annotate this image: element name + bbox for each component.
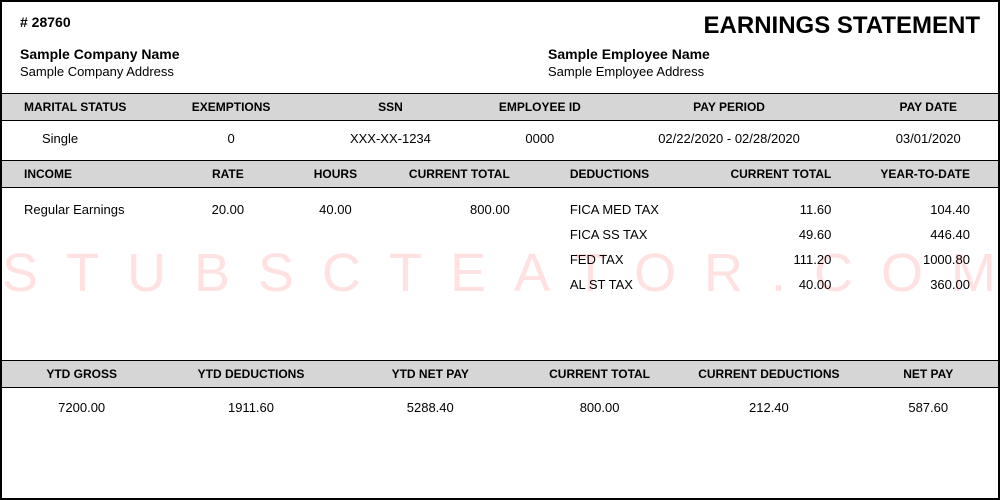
col-header-hours: HOURS [282,167,390,181]
body-header-row: INCOME RATE HOURS CURRENT TOTAL DEDUCTIO… [2,160,998,188]
col-header-exemptions: EXEMPTIONS [161,100,300,114]
income-line: Regular Earnings 20.00 40.00 800.00 [2,202,540,217]
deduction-line: FICA MED TAX 11.60 104.40 [540,202,998,217]
employee-block: Sample Employee Name Sample Employee Add… [548,46,980,79]
deduction-ytd: 104.40 [851,202,998,217]
col-header-ded-current: CURRENT TOTAL [705,167,852,181]
col-header-pay-date: PAY DATE [859,100,998,114]
value-current-deductions: 212.40 [679,400,858,415]
col-header-deductions: DEDUCTIONS [540,167,705,181]
deduction-current: 40.00 [705,277,852,292]
summary-header-row: YTD GROSS YTD DEDUCTIONS YTD NET PAY CUR… [2,360,998,388]
value-ytd-net: 5288.40 [341,400,520,415]
value-ytd-gross: 7200.00 [2,400,161,415]
company-address: Sample Company Address [20,64,548,79]
col-header-rate: RATE [174,167,282,181]
employee-address: Sample Employee Address [548,64,980,79]
value-employee-id: 0000 [480,131,600,146]
col-header-ytd-deductions: YTD DEDUCTIONS [161,367,340,381]
col-header-ytd: YEAR-TO-DATE [851,167,998,181]
company-block: Sample Company Name Sample Company Addre… [20,46,548,79]
deduction-current: 11.60 [705,202,852,217]
info-data-row: Single 0 XXX-XX-1234 0000 02/22/2020 - 0… [2,121,998,160]
deduction-ytd: 1000.80 [851,252,998,267]
value-marital: Single [2,131,161,146]
body-data-row: Regular Earnings 20.00 40.00 800.00 FICA… [2,188,998,360]
deduction-current: 111.20 [705,252,852,267]
col-header-current-total: CURRENT TOTAL [520,367,679,381]
col-header-pay-period: PAY PERIOD [600,100,859,114]
value-exemptions: 0 [161,131,300,146]
income-rate: 20.00 [174,202,282,217]
parties: Sample Company Name Sample Company Addre… [20,46,980,79]
header-block: # 28760 EARNINGS STATEMENT Sample Compan… [2,2,998,93]
deduction-label: FED TAX [540,252,705,267]
document-title: EARNINGS STATEMENT [704,12,980,40]
col-header-net-pay: NET PAY [859,367,998,381]
income-current: 800.00 [389,202,540,217]
col-header-employee-id: EMPLOYEE ID [480,100,600,114]
employee-name: Sample Employee Name [548,46,980,62]
value-ssn: XXX-XX-1234 [301,131,480,146]
income-label: Regular Earnings [2,202,174,217]
col-header-current-total: CURRENT TOTAL [389,167,540,181]
col-header-income: INCOME [2,167,174,181]
value-ytd-deductions: 1911.60 [161,400,340,415]
company-name: Sample Company Name [20,46,548,62]
col-header-ytd-net: YTD NET PAY [341,367,520,381]
content: # 28760 EARNINGS STATEMENT Sample Compan… [2,2,998,429]
deduction-line: AL ST TAX 40.00 360.00 [540,277,998,292]
deduction-label: AL ST TAX [540,277,705,292]
col-header-ssn: SSN [301,100,480,114]
income-list: Regular Earnings 20.00 40.00 800.00 [2,202,540,360]
value-current-total: 800.00 [520,400,679,415]
deductions-list: FICA MED TAX 11.60 104.40 FICA SS TAX 49… [540,202,998,360]
info-header-row: MARITAL STATUS EXEMPTIONS SSN EMPLOYEE I… [2,93,998,121]
deduction-label: FICA SS TAX [540,227,705,242]
deduction-line: FICA SS TAX 49.60 446.40 [540,227,998,242]
col-header-marital: MARITAL STATUS [2,100,161,114]
value-net-pay: 587.60 [859,400,998,415]
col-header-current-deductions: CURRENT DEDUCTIONS [679,367,858,381]
deduction-current: 49.60 [705,227,852,242]
deduction-line: FED TAX 111.20 1000.80 [540,252,998,267]
summary-data-row: 7200.00 1911.60 5288.40 800.00 212.40 58… [2,388,998,429]
income-hours: 40.00 [282,202,390,217]
value-pay-period: 02/22/2020 - 02/28/2020 [600,131,859,146]
deduction-ytd: 360.00 [851,277,998,292]
value-pay-date: 03/01/2020 [859,131,998,146]
deduction-ytd: 446.40 [851,227,998,242]
earnings-statement: STUBSCTEATOR.COM # 28760 EARNINGS STATEM… [0,0,1000,500]
col-header-ytd-gross: YTD GROSS [2,367,161,381]
deduction-label: FICA MED TAX [540,202,705,217]
